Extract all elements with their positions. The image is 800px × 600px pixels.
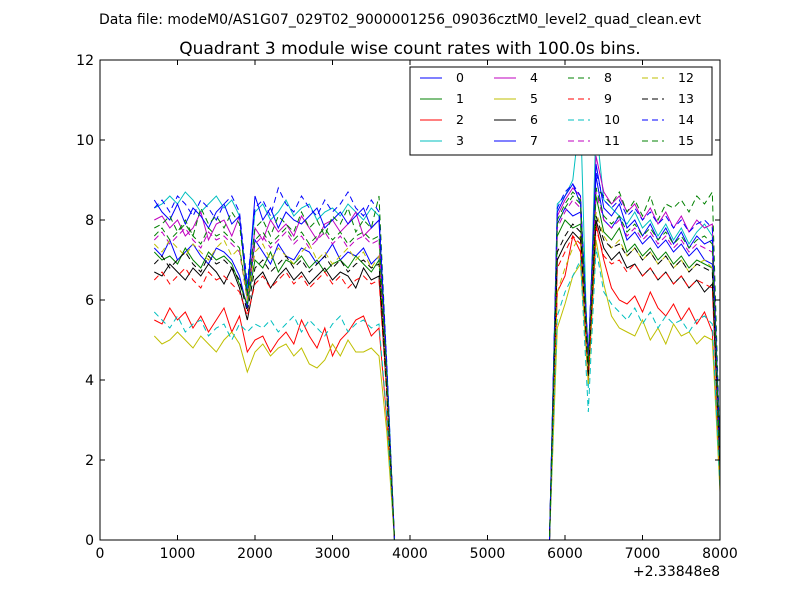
legend-entry-5: 5 <box>494 91 538 106</box>
legend-entry-3: 3 <box>420 133 464 148</box>
x-tick-label: 1000 <box>160 546 196 562</box>
y-tick-label: 6 <box>85 293 94 309</box>
y-tick-label: 12 <box>76 53 94 69</box>
y-tick-label: 2 <box>85 453 94 469</box>
chart-title: Quadrant 3 module wise count rates with … <box>179 39 640 59</box>
legend-label-11: 11 <box>604 133 620 148</box>
x-tick-label: 3000 <box>315 546 351 562</box>
x-tick-label: 2000 <box>237 546 273 562</box>
x-tick-label: 7000 <box>625 546 661 562</box>
legend-entry-12: 12 <box>642 70 694 85</box>
x-offset-label: +2.33848e8 <box>633 564 720 580</box>
x-tick-label: 4000 <box>392 546 428 562</box>
y-tick-label: 4 <box>85 373 94 389</box>
legend-label-14: 14 <box>678 112 694 127</box>
legend-entry-0: 0 <box>420 70 464 85</box>
legend-entry-6: 6 <box>494 112 538 127</box>
legend-label-1: 1 <box>456 91 464 106</box>
legend-entry-15: 15 <box>642 133 694 148</box>
x-tick-label: 0 <box>96 546 105 562</box>
legend-label-10: 10 <box>604 112 620 127</box>
legend-entry-2: 2 <box>420 112 464 127</box>
legend-entry-7: 7 <box>494 133 538 148</box>
legend-entry-1: 1 <box>420 91 464 106</box>
legend-entry-14: 14 <box>642 112 694 127</box>
figure-suptitle: Data file: modeM0/AS1G07_029T02_90000012… <box>99 12 701 28</box>
legend-entry-13: 13 <box>642 91 694 106</box>
legend-label-6: 6 <box>530 112 538 127</box>
legend-label-5: 5 <box>530 91 538 106</box>
legend-label-13: 13 <box>678 91 694 106</box>
legend-entry-11: 11 <box>568 133 620 148</box>
legend-label-15: 15 <box>678 133 694 148</box>
legend-label-7: 7 <box>530 133 538 148</box>
plot-frame <box>99 59 721 541</box>
legend-label-3: 3 <box>456 133 464 148</box>
tick-layer: 0 1000 2000 3000 4000 5000 6000 7000 80000246810… <box>76 53 738 562</box>
legend-entry-10: 10 <box>568 112 620 127</box>
legend-label-12: 12 <box>678 70 694 85</box>
legend-label-8: 8 <box>604 70 612 85</box>
y-tick-label: 10 <box>76 133 94 149</box>
legend-label-2: 2 <box>456 112 464 127</box>
x-tick-label: 8000 <box>702 546 738 562</box>
legend-entry-4: 4 <box>494 70 538 85</box>
legend-entry-9: 9 <box>568 91 612 106</box>
legend-label-9: 9 <box>604 91 612 106</box>
legend-label-4: 4 <box>530 70 538 85</box>
series-line-8 <box>154 186 721 541</box>
y-tick-label: 0 <box>85 533 94 549</box>
legend-label-0: 0 <box>456 70 464 85</box>
x-tick-label: 5000 <box>470 546 506 562</box>
series-line-14 <box>153 171 721 541</box>
legend-frame <box>409 66 713 156</box>
legend-entry-8: 8 <box>568 70 612 85</box>
x-tick-label: 6000 <box>547 546 583 562</box>
y-tick-label: 8 <box>85 213 94 229</box>
